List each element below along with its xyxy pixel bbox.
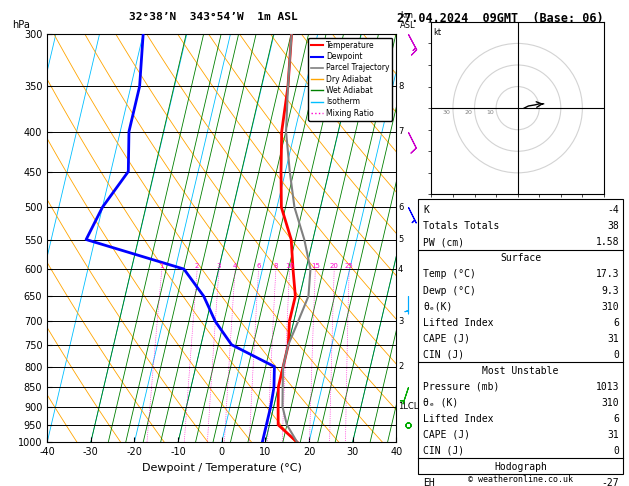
Text: 25: 25 (345, 263, 353, 269)
Text: 1LCL: 1LCL (398, 402, 418, 411)
Text: 0: 0 (613, 349, 619, 360)
Text: 20: 20 (464, 110, 472, 115)
Text: © weatheronline.co.uk: © weatheronline.co.uk (468, 474, 573, 484)
Text: 6: 6 (257, 263, 261, 269)
Text: 4: 4 (233, 263, 237, 269)
Text: Totals Totals: Totals Totals (423, 221, 499, 231)
Text: -4: -4 (607, 205, 619, 215)
Text: 2: 2 (398, 362, 403, 371)
Text: θₑ(K): θₑ(K) (423, 301, 453, 312)
Text: 10: 10 (486, 110, 494, 115)
Text: kt: kt (433, 28, 442, 37)
Text: K: K (423, 205, 429, 215)
Text: Lifted Index: Lifted Index (423, 317, 494, 328)
Text: 20: 20 (330, 263, 338, 269)
Text: CIN (J): CIN (J) (423, 446, 464, 456)
Text: CIN (J): CIN (J) (423, 349, 464, 360)
Text: 0: 0 (613, 446, 619, 456)
Text: 15: 15 (311, 263, 320, 269)
Text: 1013: 1013 (596, 382, 619, 392)
Text: Most Unstable: Most Unstable (482, 365, 559, 376)
Text: 6: 6 (613, 414, 619, 424)
Text: Lifted Index: Lifted Index (423, 414, 494, 424)
Text: 30: 30 (443, 110, 451, 115)
Text: Dewp (°C): Dewp (°C) (423, 285, 476, 295)
Text: 17.3: 17.3 (596, 269, 619, 279)
X-axis label: Dewpoint / Temperature (°C): Dewpoint / Temperature (°C) (142, 463, 302, 473)
Text: 7: 7 (398, 127, 403, 136)
Text: 31: 31 (607, 430, 619, 440)
Text: 310: 310 (601, 301, 619, 312)
Text: θₑ (K): θₑ (K) (423, 398, 459, 408)
Text: 10: 10 (285, 263, 294, 269)
Text: 5: 5 (398, 235, 403, 244)
Text: EH: EH (423, 478, 435, 486)
Legend: Temperature, Dewpoint, Parcel Trajectory, Dry Adiabat, Wet Adiabat, Isotherm, Mi: Temperature, Dewpoint, Parcel Trajectory… (308, 38, 392, 121)
Text: -27: -27 (601, 478, 619, 486)
Text: 6: 6 (398, 203, 403, 212)
Text: 6: 6 (613, 317, 619, 328)
Text: Hodograph: Hodograph (494, 462, 547, 472)
Text: Pressure (mb): Pressure (mb) (423, 382, 499, 392)
Text: CAPE (J): CAPE (J) (423, 333, 470, 344)
Text: CAPE (J): CAPE (J) (423, 430, 470, 440)
Text: 38: 38 (607, 221, 619, 231)
Text: 310: 310 (601, 398, 619, 408)
Text: 3: 3 (217, 263, 221, 269)
Text: 3: 3 (398, 317, 403, 326)
Text: PW (cm): PW (cm) (423, 237, 464, 247)
Text: 8: 8 (398, 82, 403, 91)
Text: 2: 2 (195, 263, 199, 269)
Text: km
ASL: km ASL (400, 11, 415, 30)
Text: 8: 8 (274, 263, 278, 269)
Text: 31: 31 (607, 333, 619, 344)
Text: 1: 1 (160, 263, 164, 269)
Text: 4: 4 (398, 264, 403, 274)
Text: hPa: hPa (12, 20, 30, 30)
Text: 1.58: 1.58 (596, 237, 619, 247)
Text: 32°38’N  343°54’W  1m ASL: 32°38’N 343°54’W 1m ASL (130, 12, 298, 22)
Text: Surface: Surface (500, 253, 541, 263)
Text: 9.3: 9.3 (601, 285, 619, 295)
Text: 27.04.2024  09GMT  (Base: 06): 27.04.2024 09GMT (Base: 06) (397, 12, 603, 25)
Text: Temp (°C): Temp (°C) (423, 269, 476, 279)
